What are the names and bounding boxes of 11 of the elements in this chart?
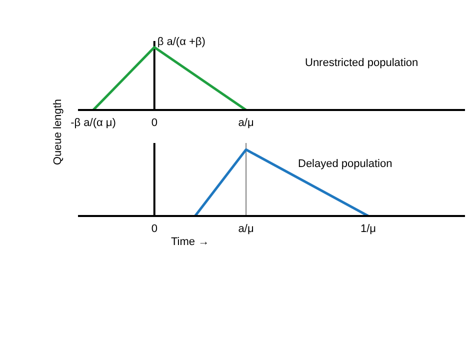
series-label: Delayed population	[298, 158, 392, 170]
x-tick-label: 0	[151, 116, 158, 129]
x-tick-label: 0	[151, 222, 158, 235]
x-tick-label: 1/μ	[360, 222, 376, 235]
x-tick-label: a/μ	[238, 116, 254, 129]
annotation: β a/(α +β)	[157, 36, 206, 48]
x-axis-title: Time →	[171, 236, 210, 248]
x-tick-label: -β a/(α μ)	[70, 116, 116, 129]
text: Unrestricted population	[305, 57, 418, 69]
y-axis-title: Queue length	[52, 98, 64, 166]
x-tick-label: a/μ	[238, 222, 254, 235]
